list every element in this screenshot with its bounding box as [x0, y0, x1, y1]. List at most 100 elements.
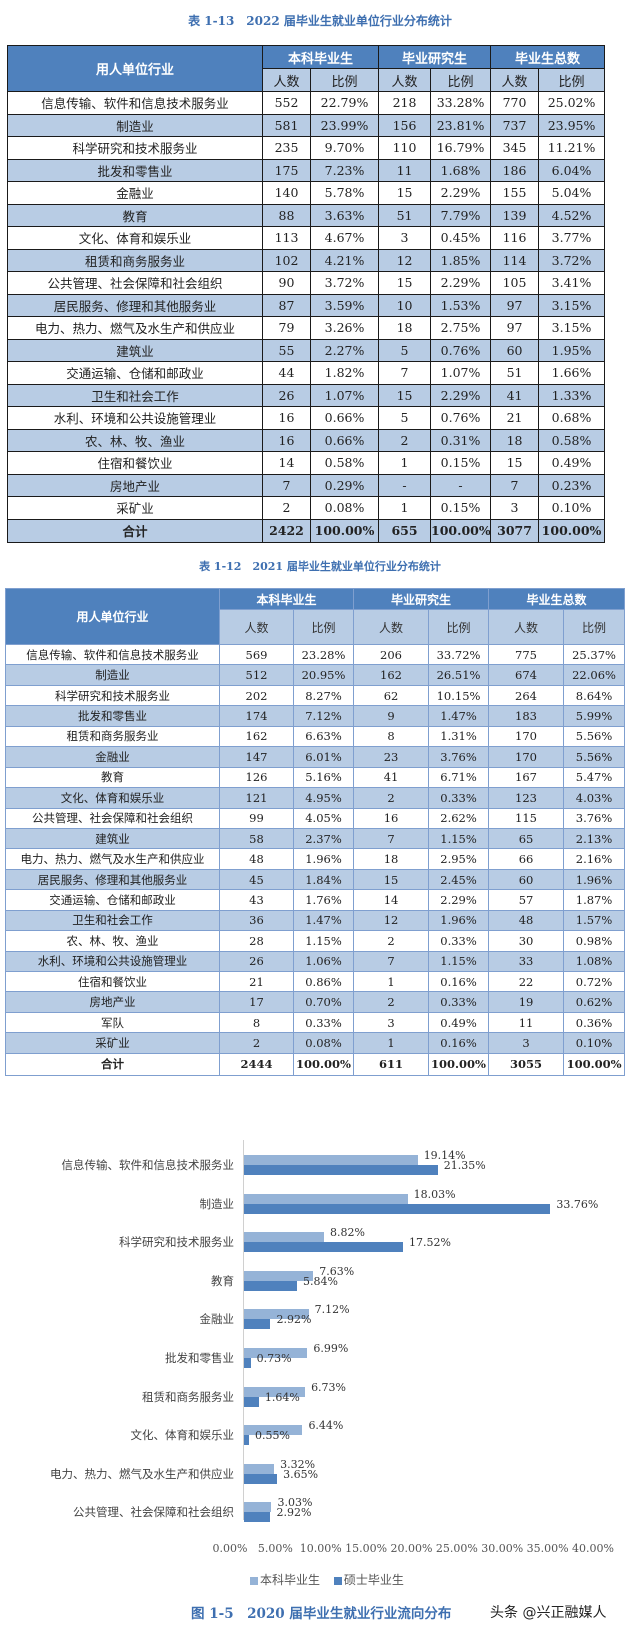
value-label: 8.82% — [330, 1226, 365, 1240]
postgrad-count-cell: 3 — [353, 1011, 430, 1034]
total-ratio-cell: 25.02% — [538, 91, 606, 115]
bar-undergrad — [244, 1309, 309, 1320]
header-industry: 用人单位行业 — [7, 45, 263, 92]
industry-cell: 信息传输、软件和信息技术服务业 — [5, 643, 220, 666]
undergrad-count-cell: 79 — [262, 316, 311, 340]
undergrad-count-cell: 45 — [219, 868, 294, 891]
x-tick-label: 25.00% — [435, 1542, 478, 1555]
category-label: 电力、热力、燃气及水生产和供应业 — [50, 1466, 234, 1481]
postgrad-ratio-cell: 0.76% — [430, 338, 492, 362]
postgrad-ratio-cell: 6.71% — [428, 766, 490, 789]
postgrad-count-cell: 15 — [353, 868, 430, 891]
postgrad-count-cell: 2 — [353, 930, 430, 952]
table-row: 信息传输、软件和信息技术服务业 569 23.28% 206 33.72% 775 25.3… — [5, 643, 626, 666]
undergrad-ratio-cell: 9.70% — [309, 136, 380, 160]
postgrad-ratio-cell: 0.16% — [428, 970, 490, 993]
x-tick-label: 10.00% — [299, 1542, 342, 1555]
industry-cell: 文化、体育和娱乐业 — [7, 226, 263, 250]
value-label: 0.73% — [256, 1352, 292, 1365]
legend-item-master: 硕士毕业生 — [333, 1573, 404, 1587]
undergrad-count-cell: 235 — [262, 136, 311, 160]
undergrad-count-cell: 36 — [219, 909, 294, 932]
undergrad-count-cell: 43 — [219, 889, 294, 911]
postgrad-count-cell: 5 — [378, 338, 432, 362]
postgrad-ratio-cell: 2.62% — [428, 807, 490, 829]
total-ratio-cell: 2.16% — [563, 848, 626, 870]
postgrad-count-cell: 18 — [378, 316, 432, 340]
undergrad-ratio-cell: 1.06% — [292, 950, 355, 973]
total-count-cell: 41 — [490, 383, 540, 407]
bar-master — [244, 1242, 403, 1253]
industry-cell: 租赁和商务服务业 — [5, 725, 220, 748]
table-row: 信息传输、软件和信息技术服务业 552 22.79% 218 33.28% 770 25.0… — [7, 91, 606, 115]
figure-caption: 图 1-5 2020 届毕业生就业行业流向分布 — [191, 1606, 452, 1622]
undergrad-ratio-cell: 4.95% — [292, 787, 355, 809]
undergrad-ratio-cell: 1.76% — [292, 889, 355, 911]
table-row: 居民服务、修理和其他服务业 45 1.84% 15 2.45% 60 1.96% — [5, 868, 626, 891]
total-count-cell: 60 — [488, 868, 565, 891]
postgrad-ratio-cell: 2.95% — [428, 848, 490, 870]
table-row: 批发和零售业 175 7.23% 11 1.68% 186 6.04% — [7, 158, 606, 182]
undergrad-count-cell: 512 — [219, 664, 294, 686]
table-row: 交通运输、仓储和邮政业 43 1.76% 14 2.29% 57 1.87% — [5, 889, 626, 911]
undergrad-count-cell: 48 — [219, 848, 294, 870]
total-count-cell: 15 — [490, 451, 540, 475]
postgrad-count-cell: 611 — [353, 1052, 430, 1076]
postgrad-ratio-cell: 7.79% — [430, 203, 492, 227]
postgrad-count-cell: 162 — [353, 664, 430, 686]
undergrad-count-cell: 581 — [262, 113, 311, 137]
postgrad-ratio-cell: 33.72% — [428, 643, 490, 666]
postgrad-ratio-cell: 1.15% — [428, 950, 490, 973]
total-ratio-cell: 1.95% — [538, 338, 606, 362]
total-count-cell: 167 — [488, 766, 565, 789]
postgrad-ratio-cell: 33.28% — [430, 91, 492, 115]
postgrad-count-cell: 12 — [353, 909, 430, 932]
industry-cell: 合计 — [7, 518, 263, 543]
postgrad-count-cell: 23 — [353, 746, 430, 768]
undergrad-ratio-cell: 2.37% — [292, 827, 355, 850]
header-total: 毕业生总数 — [488, 588, 626, 610]
industry-cell: 房地产业 — [7, 473, 263, 497]
industry-cell: 住宿和餐饮业 — [5, 970, 220, 993]
undergrad-count-cell: 58 — [219, 827, 294, 850]
table-row: 卫生和社会工作 36 1.47% 12 1.96% 48 1.57% — [5, 909, 626, 932]
table-2022-title: 表 1-13 2022 届毕业生就业单位行业分布统计 — [188, 14, 452, 28]
total-count-cell: 170 — [488, 746, 565, 768]
postgrad-ratio-cell: 16.79% — [430, 136, 492, 160]
table-row: 教育 88 3.63% 51 7.79% 139 4.52% — [7, 203, 606, 227]
undergrad-count-cell: 44 — [262, 361, 311, 385]
postgrad-ratio-cell: - — [430, 473, 492, 497]
industry-cell: 文化、体育和娱乐业 — [5, 787, 220, 809]
table-row: 科学研究和技术服务业 235 9.70% 110 16.79% 345 11.21% — [7, 136, 606, 160]
total-count-cell: 21 — [490, 406, 540, 430]
postgrad-ratio-cell: 0.15% — [430, 451, 492, 475]
total-ratio-cell: 100.00% — [563, 1052, 626, 1076]
bar-undergrad — [244, 1386, 306, 1397]
industry-cell: 卫生和社会工作 — [7, 383, 263, 407]
total-count-cell: 737 — [490, 113, 540, 137]
undergrad-ratio-cell: 20.95% — [292, 664, 355, 686]
undergrad-ratio-cell: 6.63% — [292, 725, 355, 748]
bar-undergrad — [244, 1463, 275, 1474]
total-count-cell: 3 — [488, 1032, 565, 1054]
value-label: 33.76% — [556, 1197, 599, 1211]
industry-cell: 信息传输、软件和信息技术服务业 — [7, 91, 263, 115]
undergrad-count-cell: 99 — [219, 807, 294, 829]
industry-cell: 农、林、牧、渔业 — [5, 930, 220, 952]
watermark: 头条 @兴正融媒人 — [490, 1605, 607, 1621]
header-postgrad: 毕业研究生 — [378, 45, 492, 69]
postgrad-count-cell: 8 — [353, 725, 430, 748]
value-label: 2.92% — [276, 1506, 312, 1520]
postgrad-ratio-cell: 2.29% — [430, 181, 492, 205]
undergrad-ratio-cell: 1.47% — [292, 909, 355, 932]
table-row: 建筑业 55 2.27% 5 0.76% 60 1.95% — [7, 338, 606, 362]
postgrad-count-cell: 218 — [378, 91, 432, 115]
table-row: 房地产业 7 0.29% - -7 0.23% — [7, 473, 606, 497]
postgrad-count-cell: 110 — [378, 136, 432, 160]
postgrad-count-cell: 156 — [378, 113, 432, 137]
undergrad-count-cell: 26 — [219, 950, 294, 973]
postgrad-count-cell: 15 — [378, 271, 432, 295]
undergrad-ratio-cell: 1.96% — [292, 848, 355, 870]
bar-master — [244, 1435, 249, 1446]
header-industry: 用人单位行业 — [5, 588, 220, 645]
